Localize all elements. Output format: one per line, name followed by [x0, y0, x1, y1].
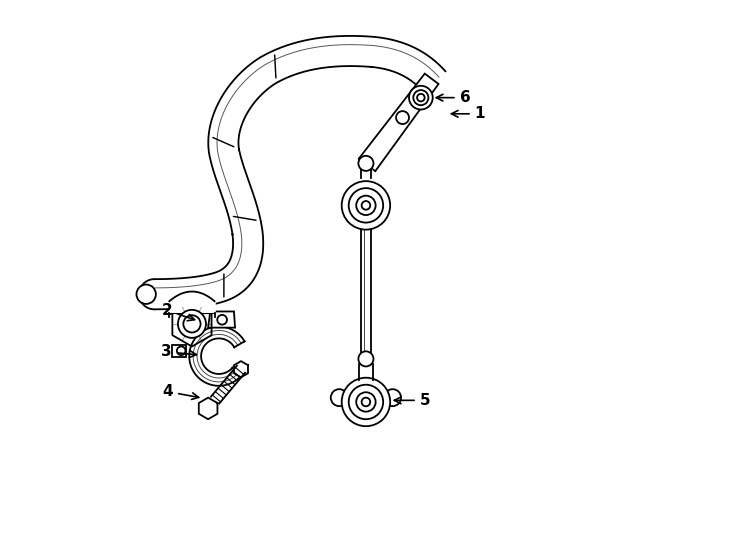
Polygon shape — [189, 327, 244, 386]
Circle shape — [358, 352, 374, 367]
Circle shape — [342, 181, 390, 230]
Polygon shape — [208, 312, 235, 328]
Text: 3: 3 — [161, 345, 197, 359]
Circle shape — [358, 156, 374, 171]
Circle shape — [178, 310, 206, 338]
Text: 4: 4 — [162, 384, 199, 400]
Polygon shape — [172, 345, 186, 357]
Circle shape — [356, 195, 376, 215]
Polygon shape — [360, 165, 371, 178]
Polygon shape — [361, 230, 371, 377]
Polygon shape — [139, 279, 154, 309]
Circle shape — [362, 201, 370, 210]
Circle shape — [384, 389, 401, 406]
Circle shape — [349, 384, 383, 419]
Circle shape — [217, 315, 227, 325]
Circle shape — [356, 392, 376, 411]
Circle shape — [417, 94, 425, 102]
Text: 5: 5 — [394, 393, 430, 408]
Text: 6: 6 — [436, 90, 470, 105]
Polygon shape — [234, 361, 248, 377]
Text: 2: 2 — [161, 303, 195, 321]
Polygon shape — [172, 301, 211, 347]
Polygon shape — [199, 397, 217, 419]
Circle shape — [409, 86, 433, 110]
Circle shape — [184, 315, 200, 333]
Circle shape — [413, 90, 429, 105]
Text: 1: 1 — [451, 106, 485, 122]
Circle shape — [177, 347, 186, 355]
Circle shape — [349, 188, 383, 222]
Circle shape — [331, 389, 348, 406]
Circle shape — [396, 111, 409, 124]
Polygon shape — [359, 73, 438, 171]
Polygon shape — [154, 36, 446, 309]
Polygon shape — [359, 364, 373, 380]
Polygon shape — [195, 398, 212, 422]
Circle shape — [342, 377, 390, 426]
Circle shape — [362, 397, 370, 406]
Circle shape — [137, 285, 156, 304]
